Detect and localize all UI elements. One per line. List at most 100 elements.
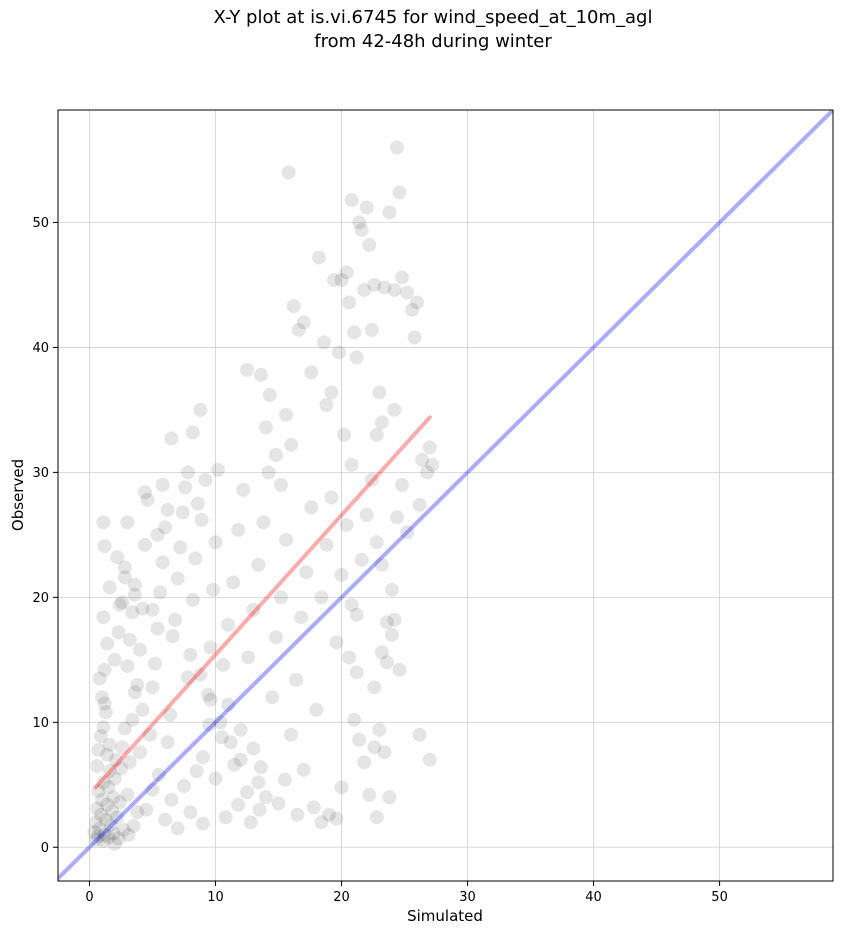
- data-point: [405, 302, 420, 317]
- data-point: [324, 385, 339, 400]
- data-point: [311, 250, 326, 265]
- data-point: [309, 702, 324, 717]
- data-point: [107, 652, 122, 667]
- data-point: [92, 821, 107, 836]
- data-point: [290, 807, 305, 822]
- data-point: [107, 771, 122, 786]
- data-point: [261, 465, 276, 480]
- data-point: [332, 345, 347, 360]
- data-point: [102, 580, 117, 595]
- data-point: [240, 785, 255, 800]
- data-point: [253, 367, 268, 382]
- data-point: [194, 512, 209, 527]
- data-point: [289, 672, 304, 687]
- data-point: [151, 767, 166, 782]
- data-point: [329, 811, 344, 826]
- data-point: [344, 597, 359, 612]
- chart-title-line-2: from 42-48h during winter: [314, 31, 552, 52]
- data-point: [226, 575, 241, 590]
- data-point: [135, 702, 150, 717]
- data-point: [216, 657, 231, 672]
- data-point: [324, 490, 339, 505]
- data-point: [296, 762, 311, 777]
- data-point: [150, 621, 165, 636]
- data-point: [160, 502, 175, 517]
- data-point: [91, 829, 106, 844]
- data-point: [185, 592, 200, 607]
- data-point: [221, 617, 236, 632]
- data-point: [258, 790, 273, 805]
- data-point: [395, 270, 410, 285]
- data-point: [337, 427, 352, 442]
- data-point: [155, 477, 170, 492]
- data-point: [111, 625, 126, 640]
- data-point: [188, 551, 203, 566]
- data-point: [304, 500, 319, 515]
- data-point: [387, 402, 402, 417]
- data-point: [415, 452, 430, 467]
- data-point: [352, 215, 367, 230]
- data-point: [117, 570, 132, 585]
- data-point: [120, 515, 135, 530]
- data-point: [374, 557, 389, 572]
- data-point: [410, 295, 425, 310]
- data-point: [400, 285, 415, 300]
- data-point: [96, 720, 111, 735]
- data-point: [102, 737, 117, 752]
- data-point: [382, 205, 397, 220]
- data-point: [412, 497, 427, 512]
- data-point: [299, 565, 314, 580]
- data-point: [95, 792, 110, 807]
- data-point: [135, 601, 150, 616]
- data-point: [96, 775, 111, 790]
- data-point: [178, 480, 193, 495]
- data-point: [203, 692, 218, 707]
- data-point: [102, 764, 117, 779]
- data-point: [339, 517, 354, 532]
- data-point: [121, 827, 136, 842]
- data-point: [208, 535, 223, 550]
- data-point: [110, 550, 125, 565]
- data-point: [103, 817, 118, 832]
- y-axis-label: Observed: [9, 459, 27, 531]
- data-point: [125, 605, 140, 620]
- data-points: [87, 140, 440, 851]
- data-point: [384, 582, 399, 597]
- data-point: [265, 690, 280, 705]
- data-point: [281, 165, 296, 180]
- data-point: [114, 761, 129, 776]
- data-point: [364, 322, 379, 337]
- data-point: [369, 535, 384, 550]
- data-point: [125, 712, 140, 727]
- data-point: [362, 787, 377, 802]
- trend-lines: [58, 110, 833, 881]
- data-point: [170, 571, 185, 586]
- data-point: [359, 200, 374, 215]
- data-point: [130, 677, 145, 692]
- data-point: [294, 610, 309, 625]
- data-point: [258, 420, 273, 435]
- data-point: [214, 730, 229, 745]
- data-point: [334, 567, 349, 582]
- data-point: [233, 722, 248, 737]
- data-point: [164, 431, 179, 446]
- data-point: [173, 540, 188, 555]
- y-tick-label: 30: [32, 466, 49, 481]
- x-tick-label: 50: [711, 890, 728, 905]
- data-point: [342, 650, 357, 665]
- data-point: [139, 802, 154, 817]
- data-point: [334, 272, 349, 287]
- data-point: [177, 779, 192, 794]
- data-point: [115, 740, 130, 755]
- data-point: [88, 815, 103, 830]
- data-point: [90, 759, 105, 774]
- data-point: [213, 715, 228, 730]
- data-point: [334, 780, 349, 795]
- data-point: [374, 645, 389, 660]
- data-point: [321, 807, 336, 822]
- data-point: [88, 832, 103, 847]
- data-point: [347, 712, 362, 727]
- data-point: [304, 365, 319, 380]
- data-point: [392, 662, 407, 677]
